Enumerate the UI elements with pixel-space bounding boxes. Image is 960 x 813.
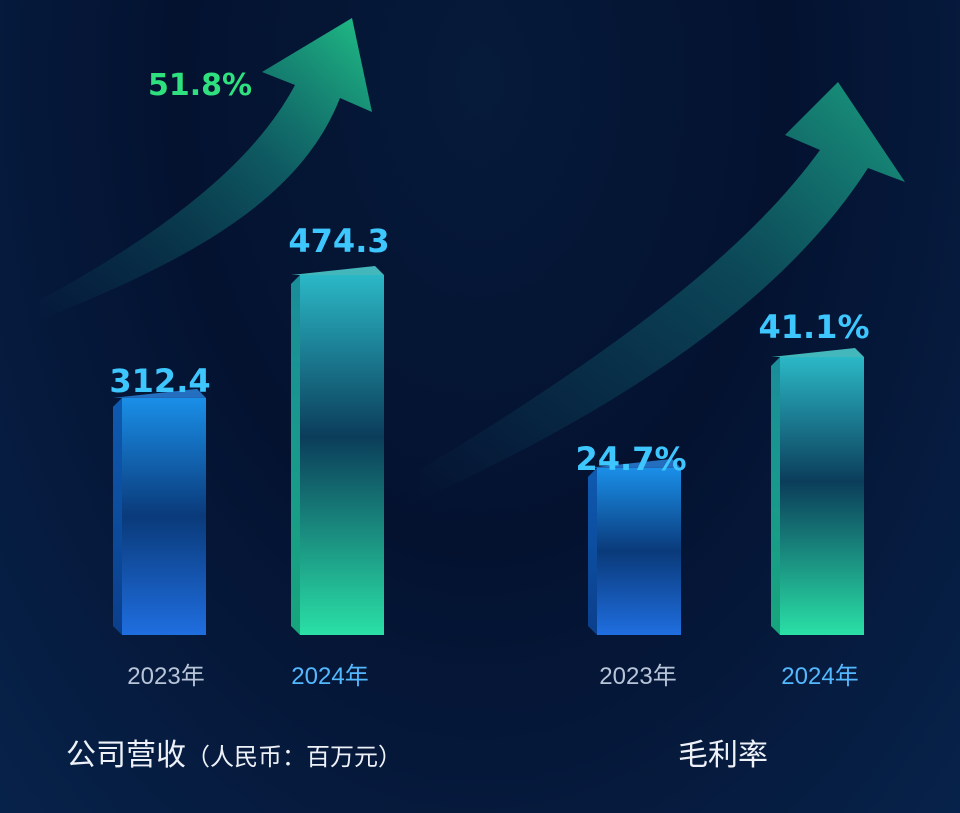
margin-tick-2024: 2024年 xyxy=(781,663,858,690)
revenue-2023-bar xyxy=(113,388,206,635)
margin-2024-value-label: 41.1% xyxy=(758,308,869,346)
revenue-tick-2024: 2024年 xyxy=(291,663,368,690)
margin-2024-bar-cap xyxy=(771,348,864,357)
revenue-2024-value-label: 474.3 xyxy=(288,222,389,260)
revenue-2023-bar-cap xyxy=(113,388,206,398)
margin-2023-bar xyxy=(588,458,681,635)
revenue-chart-title-group: 公司营收（人民币：百万元） xyxy=(66,738,402,773)
growth-arrow-left xyxy=(40,18,372,320)
margin-2023-bar-cap xyxy=(588,458,681,468)
revenue-growth-label: 51.8% xyxy=(148,68,252,103)
revenue-2024-bar xyxy=(291,266,384,635)
revenue-tick-2023: 2023年 xyxy=(127,663,204,690)
revenue-2024-bar-front xyxy=(300,275,384,635)
margin-2023-bar-front xyxy=(597,467,681,635)
revenue-2024-bar-cap xyxy=(291,266,384,275)
margin-2024-bar xyxy=(771,348,864,635)
margin-chart-title: 毛利率 xyxy=(678,738,768,773)
revenue-2023-bar-front xyxy=(122,397,206,635)
revenue-2023-bar-side xyxy=(113,397,122,635)
revenue-2024-bar-side xyxy=(291,275,300,635)
growth-arrow-right xyxy=(420,82,905,500)
revenue-chart-unit: （人民币：百万元） xyxy=(186,743,402,771)
margin-tick-2023: 2023年 xyxy=(599,663,676,690)
margin-2024-bar-side xyxy=(771,357,780,635)
margin-2023-bar-side xyxy=(588,467,597,635)
margin-2023-value-label: 24.7% xyxy=(575,440,686,478)
margin-2024-bar-front xyxy=(780,357,864,635)
revenue-chart-title: 公司营收 xyxy=(66,738,186,773)
revenue-2023-value-label: 312.4 xyxy=(109,362,210,400)
